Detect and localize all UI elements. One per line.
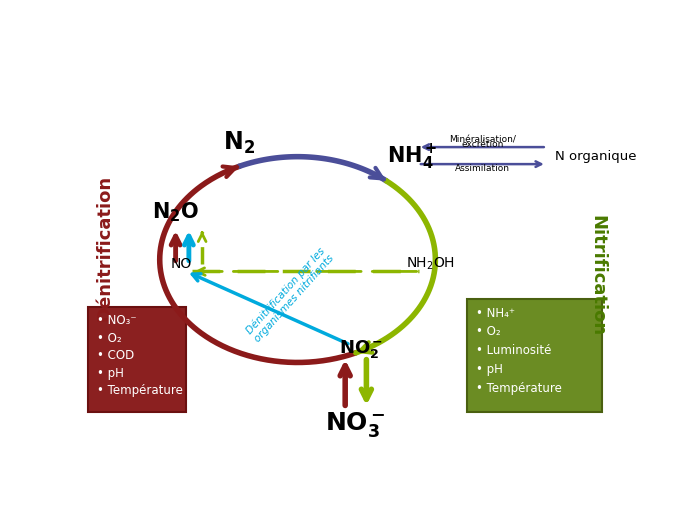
Text: • pH: • pH [97,366,124,380]
Text: NO: NO [170,256,192,270]
Text: $\mathbf{N_2O}$: $\mathbf{N_2O}$ [152,200,199,224]
Text: Minéralisation/: Minéralisation/ [449,136,516,144]
Text: • O₂: • O₂ [476,325,501,339]
Text: NH$_2$OH: NH$_2$OH [406,255,455,272]
Text: Nitrification: Nitrification [588,215,606,336]
Text: $\mathbf{N_2}$: $\mathbf{N_2}$ [223,130,255,156]
Text: • Luminosité: • Luminosité [476,344,551,358]
Text: • pH: • pH [476,363,503,376]
Text: $\mathbf{NH_4^+}$: $\mathbf{NH_4^+}$ [387,142,438,172]
Text: Dénitrification par les
organismes nitrifiants: Dénitrification par les organismes nitri… [244,245,336,344]
Text: Assimilation: Assimilation [455,164,510,173]
Text: • O₂: • O₂ [97,332,122,345]
Text: • Température: • Température [97,384,183,397]
Text: $\mathbf{NO_2^-}$: $\mathbf{NO_2^-}$ [339,338,383,360]
Text: • COD: • COD [97,349,135,362]
FancyBboxPatch shape [88,307,186,412]
Text: • Température: • Température [476,382,562,395]
Text: excrétion: excrétion [461,140,503,149]
Text: $\mathbf{NO_3^-}$: $\mathbf{NO_3^-}$ [326,410,386,438]
Text: • NO₃⁻: • NO₃⁻ [97,315,137,327]
Text: Dénitrification: Dénitrification [95,175,113,321]
Text: • NH₄⁺: • NH₄⁺ [476,306,515,320]
Text: N organique: N organique [555,151,636,163]
FancyBboxPatch shape [467,299,603,412]
